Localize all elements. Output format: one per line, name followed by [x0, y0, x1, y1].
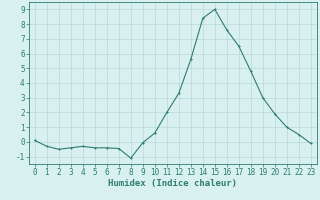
X-axis label: Humidex (Indice chaleur): Humidex (Indice chaleur) — [108, 179, 237, 188]
